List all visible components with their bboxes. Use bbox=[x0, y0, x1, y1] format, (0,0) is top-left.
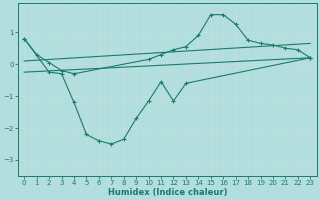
X-axis label: Humidex (Indice chaleur): Humidex (Indice chaleur) bbox=[108, 188, 227, 197]
